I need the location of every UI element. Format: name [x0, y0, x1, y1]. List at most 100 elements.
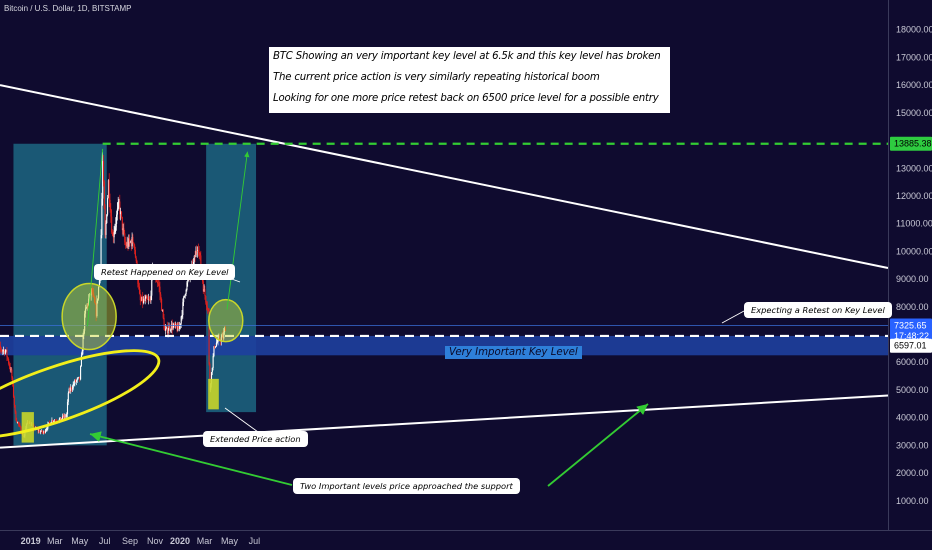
candle-body	[135, 257, 137, 262]
candle-body	[93, 292, 95, 297]
candle-body	[140, 300, 142, 301]
x-tick-label: Sep	[122, 536, 138, 546]
candle-body	[174, 324, 176, 326]
candle-body	[193, 256, 195, 262]
y-tick-label: 11000.00	[896, 219, 932, 229]
candle-body	[51, 419, 53, 423]
candle-body	[61, 418, 63, 420]
candle-body	[98, 279, 100, 287]
expecting-pointer	[721, 310, 745, 324]
candle-body	[8, 358, 10, 364]
candle-body	[71, 388, 73, 390]
candle-body	[44, 431, 46, 433]
candle-body	[102, 161, 104, 199]
candle-body	[41, 430, 43, 433]
candle-body	[177, 324, 179, 331]
candle-body	[89, 293, 91, 299]
candle-body	[120, 211, 122, 215]
candle-body	[0, 348, 2, 351]
candle-body	[75, 380, 78, 382]
candle-body	[181, 314, 183, 317]
y-tick-label: 4000.00	[896, 413, 929, 423]
candle-body	[73, 383, 75, 385]
support-zone-2020	[208, 378, 219, 410]
candle-body	[20, 426, 22, 433]
candle-body	[112, 235, 114, 238]
candle-body	[66, 414, 68, 416]
candle-body	[218, 336, 220, 338]
candle-body	[161, 309, 163, 311]
candle-body	[84, 308, 87, 314]
candle-body	[151, 276, 153, 296]
candle-body	[186, 282, 188, 290]
candle-body	[96, 300, 98, 317]
note-line-2: The current price action is very similar…	[273, 72, 600, 83]
candle-body	[194, 256, 196, 258]
candle-body	[104, 208, 106, 235]
candle-body	[206, 306, 208, 309]
candle-body	[167, 330, 169, 334]
candle-body	[121, 216, 123, 231]
resistance-trendline	[0, 84, 889, 270]
candle-body	[180, 316, 182, 324]
candle-body	[127, 242, 129, 247]
candle-body	[111, 232, 114, 236]
candle-body	[220, 337, 222, 342]
candle-body	[122, 228, 124, 231]
candle-body	[164, 328, 166, 331]
candle-body	[222, 335, 224, 339]
candle-body	[213, 346, 215, 357]
candle-body	[85, 307, 87, 309]
candle-body	[146, 297, 148, 300]
candle-body	[203, 289, 205, 292]
candle-body	[0, 345, 1, 349]
candle-body	[197, 250, 199, 252]
candle-body	[17, 421, 19, 423]
analysis-note: BTC Showing an very important key level …	[269, 47, 670, 113]
candle-body	[128, 238, 130, 247]
candle-body	[172, 325, 174, 330]
candle-body	[53, 420, 55, 422]
candle-body	[80, 355, 82, 367]
candle-body	[202, 281, 204, 292]
candle-body	[119, 201, 121, 215]
candle-body	[173, 324, 175, 326]
candle-body	[52, 419, 54, 423]
candle-body	[130, 241, 132, 247]
y-tick-label: 13000.00	[896, 163, 932, 173]
candle-body	[84, 313, 86, 331]
rally-projection-line	[87, 148, 104, 327]
candle-body	[197, 250, 199, 252]
candle-body	[39, 430, 41, 433]
candle-body	[48, 422, 50, 424]
candle-body	[37, 429, 39, 432]
candle-body	[125, 242, 127, 246]
candle-body	[6, 349, 8, 357]
candle-body	[215, 346, 217, 348]
candle-body	[109, 199, 111, 211]
two-levels-label: Two Important levels price approached th…	[293, 478, 520, 494]
candle-body	[147, 299, 149, 300]
projection-arrow	[226, 151, 250, 310]
candle-body	[40, 430, 42, 432]
candle-body	[116, 208, 118, 215]
candle-body	[224, 328, 226, 333]
candle-body	[105, 223, 107, 235]
key-level-band	[0, 335, 888, 356]
key-level-label: Very Important Key Level	[445, 346, 582, 359]
candle-body	[161, 298, 163, 311]
support-arrow-left	[89, 431, 293, 486]
candle-body	[206, 302, 208, 307]
price-tag-text: 6597.01	[894, 341, 927, 351]
candle-body	[144, 298, 146, 301]
extended-label: Extended Price action	[203, 431, 308, 447]
y-tick-label: 10000.00	[896, 246, 932, 256]
candle-body	[215, 343, 217, 347]
candle-body	[125, 245, 127, 247]
candle-body	[93, 296, 96, 303]
candle-body	[17, 421, 19, 425]
candle-body	[76, 378, 78, 381]
candle-body	[195, 250, 197, 258]
candle-body	[171, 324, 173, 330]
